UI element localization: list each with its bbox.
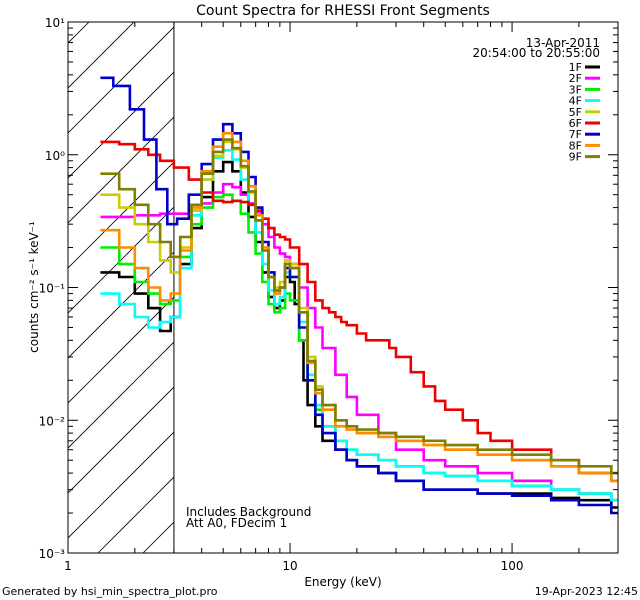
axis-tick-labels: 1 10 100 10⁻³ 10⁻² 10⁻¹ 10⁰ 10¹ xyxy=(39,16,524,573)
series-line-4F xyxy=(100,149,618,502)
hatch-line xyxy=(68,386,174,494)
time-range-label: 20:54:00 to 20:55:00 xyxy=(473,46,600,60)
series-line-6F xyxy=(100,140,618,483)
hatch-line xyxy=(68,431,174,539)
series-line-9F xyxy=(100,138,618,475)
legend-label-5F: 5F xyxy=(569,106,582,119)
y-tick-label: 10⁰ xyxy=(45,149,65,163)
legend-label-2F: 2F xyxy=(569,72,582,85)
annotation-attenuator: Att A0, FDecim 1 xyxy=(186,516,287,530)
chart-title: Count Spectra for RHESSI Front Segments xyxy=(196,3,490,19)
legend-label-9F: 9F xyxy=(569,151,582,164)
hatch-line xyxy=(68,22,135,89)
legend-label-8F: 8F xyxy=(569,139,582,152)
footer-date: 19-Apr-2023 12:45 xyxy=(535,585,638,598)
hatch-line xyxy=(68,206,174,314)
legend-label-3F: 3F xyxy=(569,83,582,96)
legend-label-1F: 1F xyxy=(569,61,582,74)
series-line-7F xyxy=(100,76,618,515)
y-tick-label: 10⁻² xyxy=(39,414,66,428)
hatch-line xyxy=(68,161,174,269)
x-tick-label: 1 xyxy=(64,559,72,573)
x-tick-label: 100 xyxy=(501,559,524,573)
legend-label-7F: 7F xyxy=(569,128,582,141)
y-tick-label: 10⁻³ xyxy=(39,547,66,561)
hatched-region xyxy=(0,0,174,553)
legend-label-4F: 4F xyxy=(569,95,582,108)
hatch-line xyxy=(68,26,174,134)
legend-label-6F: 6F xyxy=(569,117,582,130)
date-label: 13-Apr-2011 xyxy=(526,36,600,50)
x-tick-label: 10 xyxy=(282,559,297,573)
hatch-line xyxy=(68,251,174,359)
hatch-line xyxy=(68,296,174,404)
hatch-line xyxy=(142,521,174,553)
axis-ticks xyxy=(67,22,619,554)
hatch-line xyxy=(68,71,174,179)
y-tick-label: 10¹ xyxy=(45,16,65,30)
hatch-line xyxy=(0,0,113,553)
series-line-2F xyxy=(100,182,618,502)
x-axis-label: Energy (keV) xyxy=(304,575,381,589)
y-axis-label: counts cm⁻² s⁻¹ keV⁻¹ xyxy=(27,221,41,353)
footer-generated-by: Generated by hsi_min_spectra_plot.pro xyxy=(2,585,218,598)
series-group xyxy=(100,76,618,515)
y-tick-label: 10⁻¹ xyxy=(39,282,66,296)
annotation-background: Includes Background xyxy=(186,505,311,519)
